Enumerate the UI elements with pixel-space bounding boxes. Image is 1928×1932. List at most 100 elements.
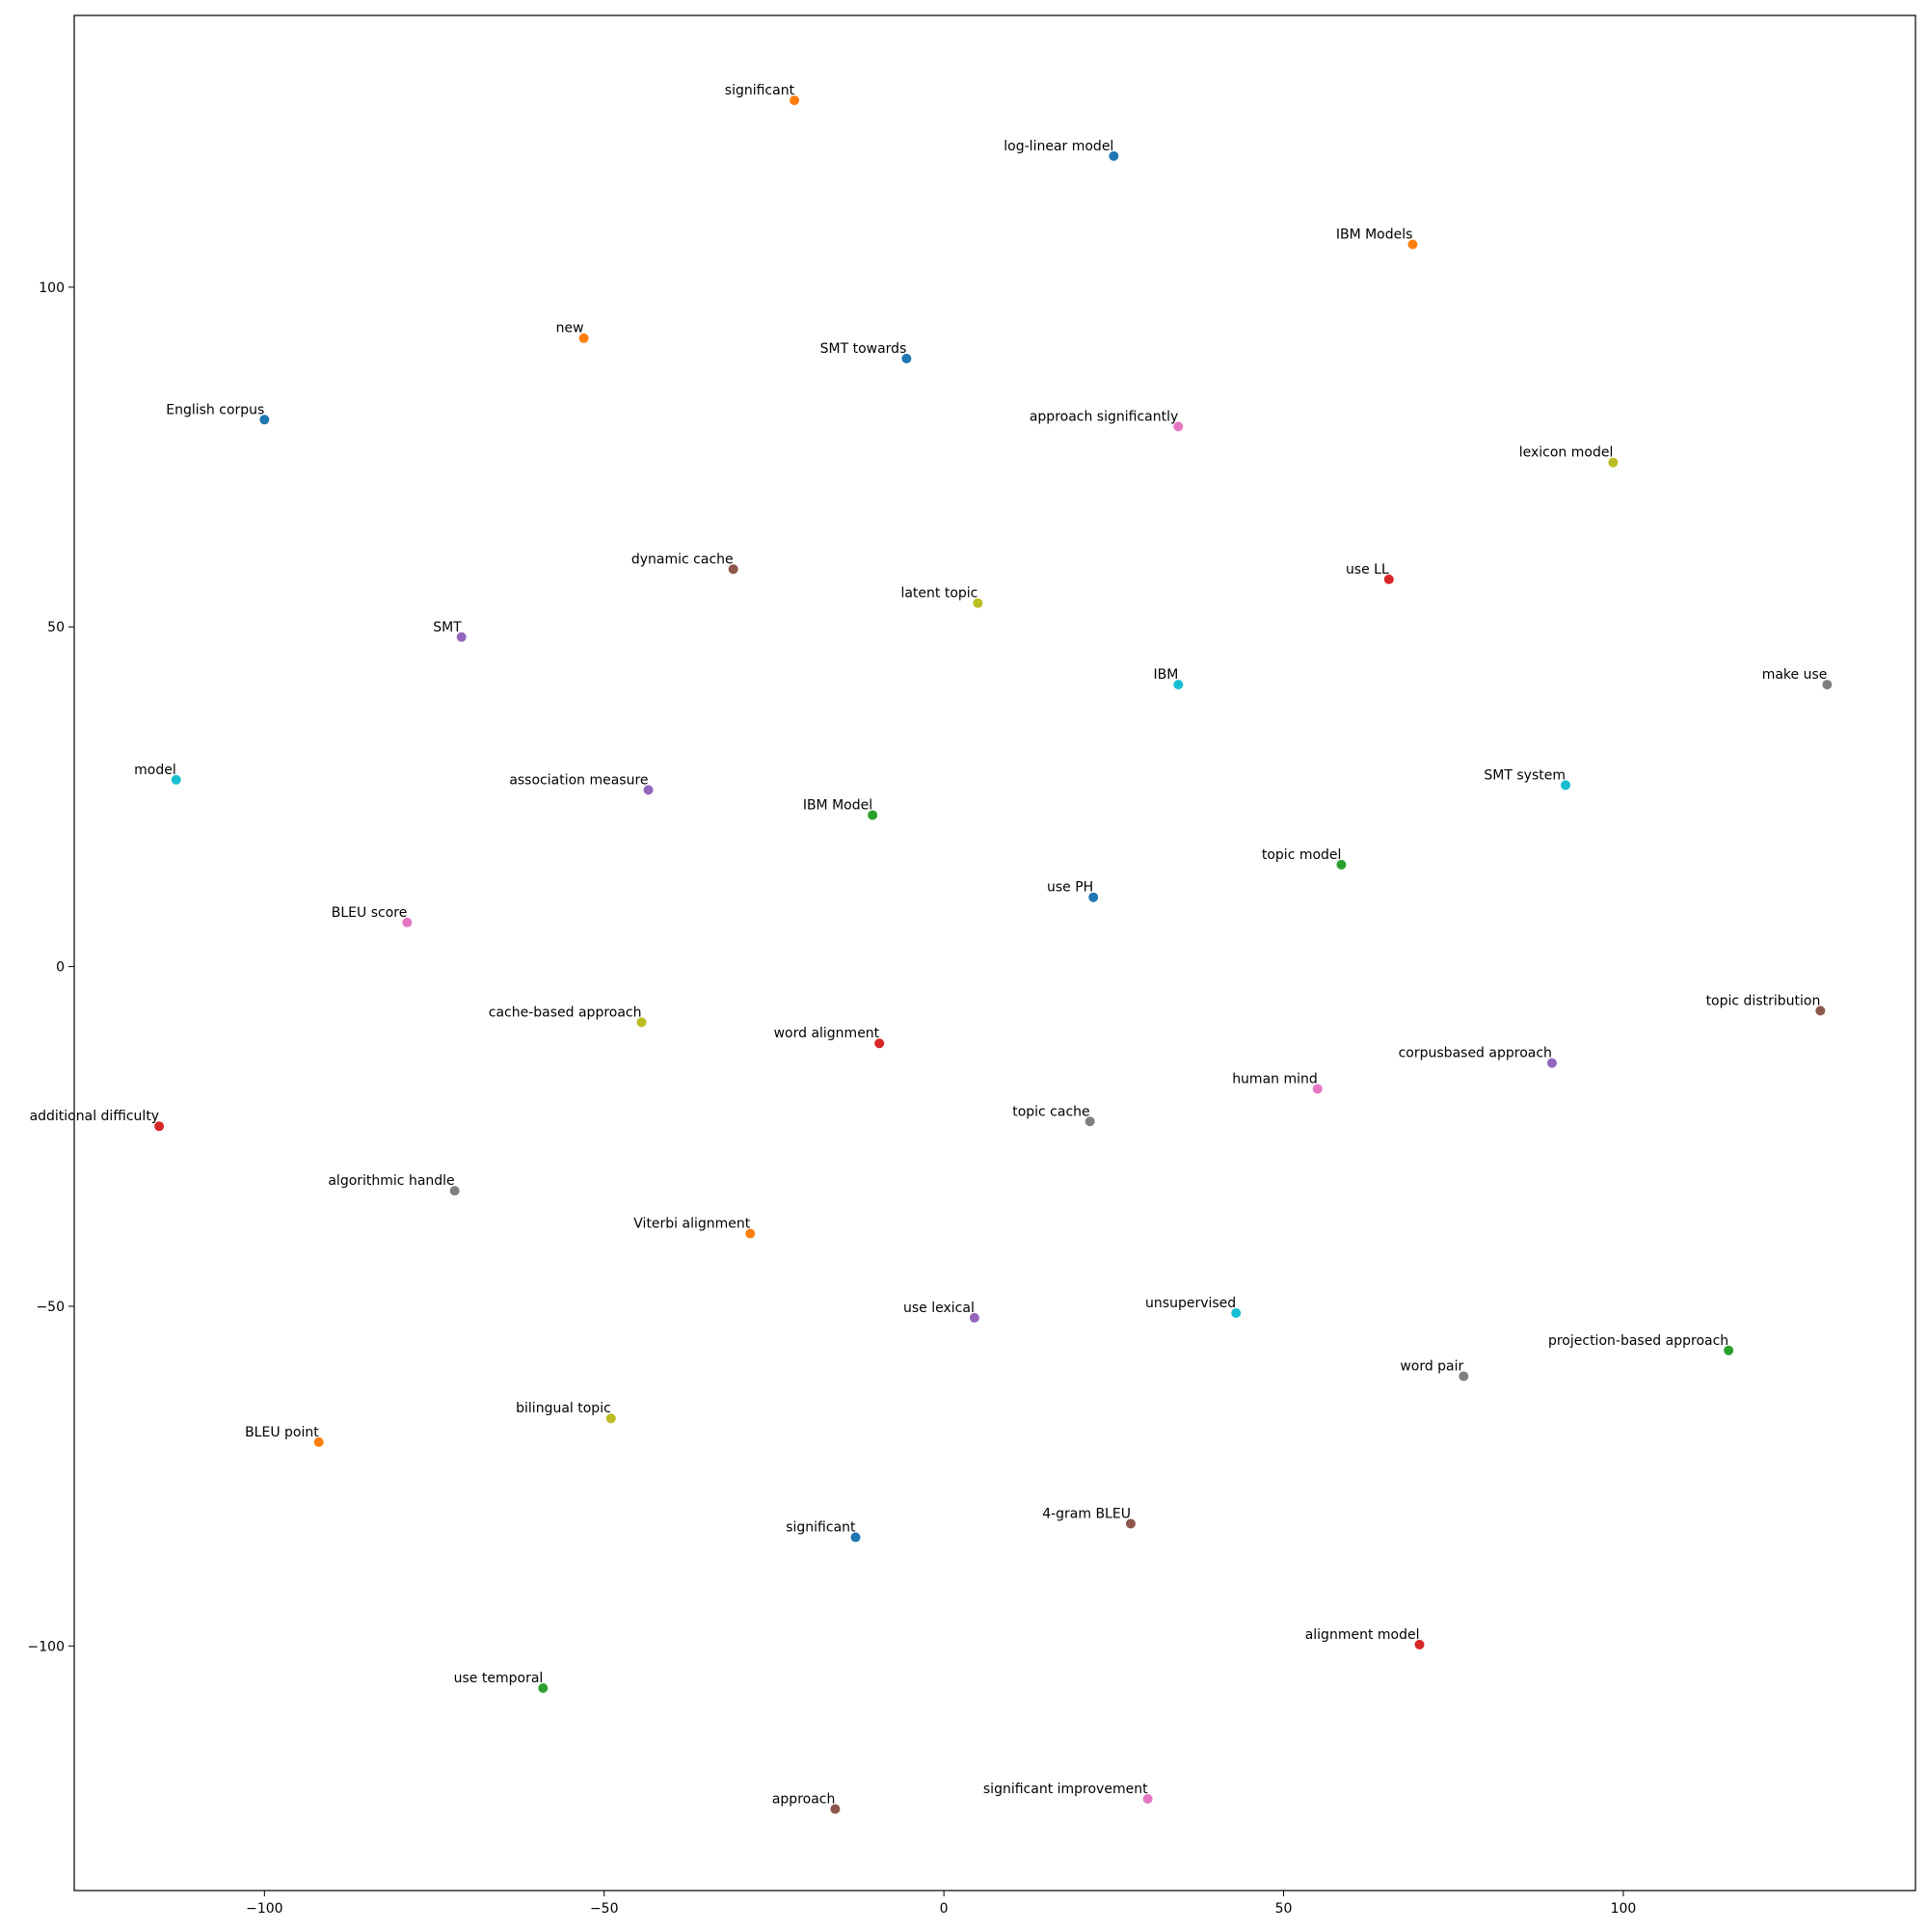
scatter-point	[1383, 574, 1394, 584]
scatter-point	[259, 415, 270, 425]
scatter-point	[1173, 680, 1184, 690]
point-label: approach	[772, 1791, 836, 1807]
y-tick-label: 50	[47, 620, 65, 635]
point-labels: significant log-linear model IBM Models new…	[30, 83, 1828, 1807]
scatter-point	[1815, 1006, 1826, 1016]
scatter-point	[154, 1121, 165, 1132]
point-label: SMT towards	[820, 341, 907, 357]
scatter-point	[1125, 1518, 1136, 1529]
point-label: alignment model	[1305, 1627, 1420, 1643]
y-tick-label: 100	[39, 281, 65, 296]
scatter-point	[1142, 1793, 1153, 1804]
scatter-point	[1724, 1345, 1734, 1355]
point-label: use LL	[1346, 562, 1389, 577]
point-label: additional difficulty	[30, 1109, 160, 1124]
point-label: 4-gram BLEU	[1042, 1506, 1131, 1521]
scatter-point	[1822, 680, 1833, 690]
x-axis: −100 −50 0 50 100	[246, 1891, 1636, 1917]
point-label: new	[556, 321, 584, 336]
scatter-point	[1231, 1307, 1242, 1318]
scatter-point	[1459, 1371, 1469, 1382]
scatter-point	[171, 774, 181, 785]
point-label: word alignment	[774, 1026, 880, 1041]
y-tick-label: 0	[56, 960, 65, 976]
scatter-point	[830, 1804, 841, 1814]
data-points	[154, 95, 1833, 1814]
scatter-point	[636, 1017, 647, 1028]
scatter-point	[1088, 892, 1099, 902]
point-label: make use	[1762, 667, 1828, 683]
scatter-point	[1336, 859, 1347, 870]
point-label: latent topic	[900, 586, 977, 602]
scatter-point	[1414, 1639, 1425, 1650]
y-axis: −100 −50 0 50 100	[28, 281, 74, 1654]
point-label: approach significantly	[1030, 409, 1178, 424]
scatter-point	[402, 917, 413, 927]
scatter-point	[868, 810, 878, 820]
scatter-point	[850, 1532, 861, 1543]
scatter-point	[456, 631, 467, 642]
scatter-point	[1109, 150, 1119, 161]
x-tick-label: −100	[246, 1901, 282, 1917]
point-label: significant	[786, 1520, 856, 1536]
point-label: English corpus	[166, 402, 264, 417]
point-label: association measure	[509, 772, 648, 788]
scatter-point	[1084, 1116, 1095, 1127]
point-label: topic model	[1262, 847, 1342, 863]
point-label: SMT	[433, 620, 462, 635]
x-tick-label: 50	[1275, 1901, 1293, 1917]
scatter-point	[901, 353, 912, 363]
point-label: BLEU point	[245, 1425, 319, 1440]
point-label: projection-based approach	[1548, 1333, 1728, 1349]
x-tick-label: −50	[590, 1901, 619, 1917]
scatter-point	[643, 785, 654, 795]
point-label: IBM	[1153, 667, 1178, 683]
point-label: SMT system	[1484, 767, 1566, 783]
point-label: log-linear model	[1004, 139, 1113, 154]
scatter-point	[1561, 780, 1571, 791]
scatter-point	[578, 333, 589, 343]
point-label: use lexical	[903, 1301, 975, 1316]
y-tick-label: −100	[28, 1639, 65, 1654]
point-label: bilingual topic	[516, 1401, 611, 1416]
scatter-point	[969, 1312, 979, 1323]
point-label: word pair	[1400, 1359, 1463, 1375]
scatter-point	[973, 598, 983, 608]
scatter-point	[1312, 1084, 1323, 1094]
scatter-point	[1407, 239, 1418, 250]
point-label: algorithmic handle	[328, 1173, 454, 1189]
point-label: Viterbi alignment	[633, 1217, 750, 1232]
point-label: IBM Model	[803, 797, 872, 813]
point-label: use PH	[1047, 880, 1093, 896]
plot-frame	[73, 14, 1916, 1892]
point-label: use temporal	[454, 1671, 544, 1686]
scatter-point	[728, 564, 738, 575]
point-label: lexicon model	[1519, 445, 1614, 461]
scatter-point	[790, 95, 800, 106]
point-label: significant	[725, 83, 795, 98]
point-label: human mind	[1232, 1071, 1318, 1087]
point-label: IBM Models	[1336, 227, 1413, 242]
point-label: model	[134, 763, 176, 778]
point-label: corpusbased approach	[1399, 1046, 1552, 1061]
scatter-point	[538, 1682, 549, 1693]
scatter-point	[874, 1038, 885, 1049]
scatter-point	[313, 1436, 324, 1447]
point-label: BLEU score	[332, 905, 408, 921]
scatter-point	[745, 1228, 756, 1239]
y-tick-label: −50	[36, 1300, 65, 1315]
point-label: topic cache	[1012, 1104, 1089, 1119]
scatter-point	[1546, 1058, 1557, 1068]
scatter-point	[449, 1186, 460, 1196]
point-label: significant improvement	[983, 1782, 1148, 1797]
scatter-point	[1173, 421, 1184, 432]
point-label: topic distribution	[1706, 993, 1821, 1008]
scatter-point	[605, 1413, 616, 1424]
x-tick-label: 0	[940, 1901, 949, 1917]
point-label: cache-based approach	[489, 1005, 642, 1020]
scatter-point	[1608, 457, 1619, 468]
point-label: unsupervised	[1145, 1296, 1236, 1311]
